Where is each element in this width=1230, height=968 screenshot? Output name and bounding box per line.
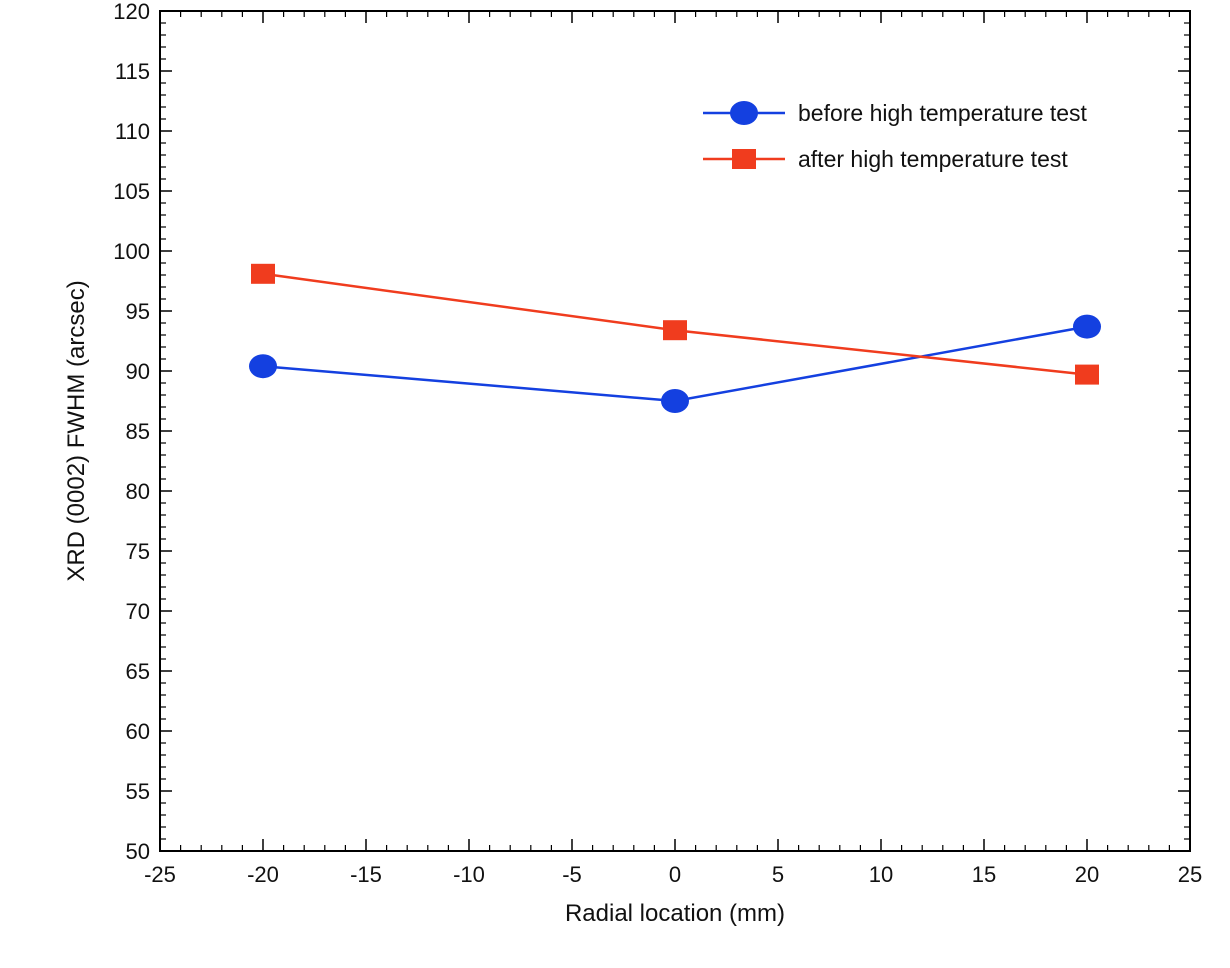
y-tick-label: 70 [126, 599, 150, 624]
y-tick-label: 65 [126, 659, 150, 684]
x-axis-ticks: -25 -20 -15 -10 -5 0 5 10 15 20 25 [144, 11, 1202, 887]
y-tick-label: 100 [113, 239, 150, 264]
y-tick-label: 115 [115, 59, 150, 84]
x-tick-label: 25 [1178, 862, 1202, 887]
x-tick-label: 0 [669, 862, 681, 887]
x-tick-label: -5 [562, 862, 582, 887]
data-point-circle [661, 389, 689, 413]
x-tick-label: 15 [972, 862, 996, 887]
y-tick-label: 80 [126, 479, 150, 504]
y-tick-label: 60 [126, 719, 150, 744]
data-point-circle [1073, 314, 1101, 339]
x-tick-label: 10 [869, 862, 893, 887]
y-tick-label: 95 [126, 299, 150, 324]
series-1 [249, 314, 1101, 413]
legend-marker [730, 101, 758, 125]
data-point-square [663, 320, 687, 341]
y-tick-label: 75 [126, 539, 150, 564]
y-tick-label: 85 [126, 419, 150, 444]
y-axis-label: XRD (0002) FWHM (arcsec) [63, 280, 90, 581]
x-tick-label: -15 [350, 862, 382, 887]
legend-entry-2: after high temperature test [703, 146, 1068, 172]
legend-label: after high temperature test [798, 146, 1068, 172]
y-tick-label: 90 [126, 359, 150, 384]
y-tick-label: 120 [113, 0, 150, 24]
legend-label: before high temperature test [798, 100, 1088, 126]
x-tick-label: -20 [247, 862, 279, 887]
x-tick-label: -10 [453, 862, 485, 887]
data-point-square [251, 263, 275, 284]
x-tick-label: 5 [772, 862, 784, 887]
plot-frame [159, 10, 1191, 852]
data-point-circle [249, 354, 277, 379]
series-layer [249, 263, 1101, 413]
data-point-square [1075, 364, 1099, 385]
series-2 [251, 263, 1099, 385]
y-tick-label: 110 [115, 119, 150, 144]
x-tick-label: -25 [144, 862, 176, 887]
y-tick-label: 50 [126, 839, 150, 864]
legend: before high temperature test after high t… [703, 100, 1088, 172]
x-axis-label: Radial location (mm) [565, 900, 785, 927]
y-tick-label: 105 [113, 179, 150, 204]
y-axis-ticks: 50 55 60 65 70 75 80 85 90 95 100 105 110 115 120 [113, 0, 1190, 864]
x-tick-label: 20 [1075, 862, 1099, 887]
y-tick-label: 55 [126, 779, 150, 804]
legend-marker [732, 149, 756, 169]
legend-entry-1: before high temperature test [703, 100, 1088, 126]
